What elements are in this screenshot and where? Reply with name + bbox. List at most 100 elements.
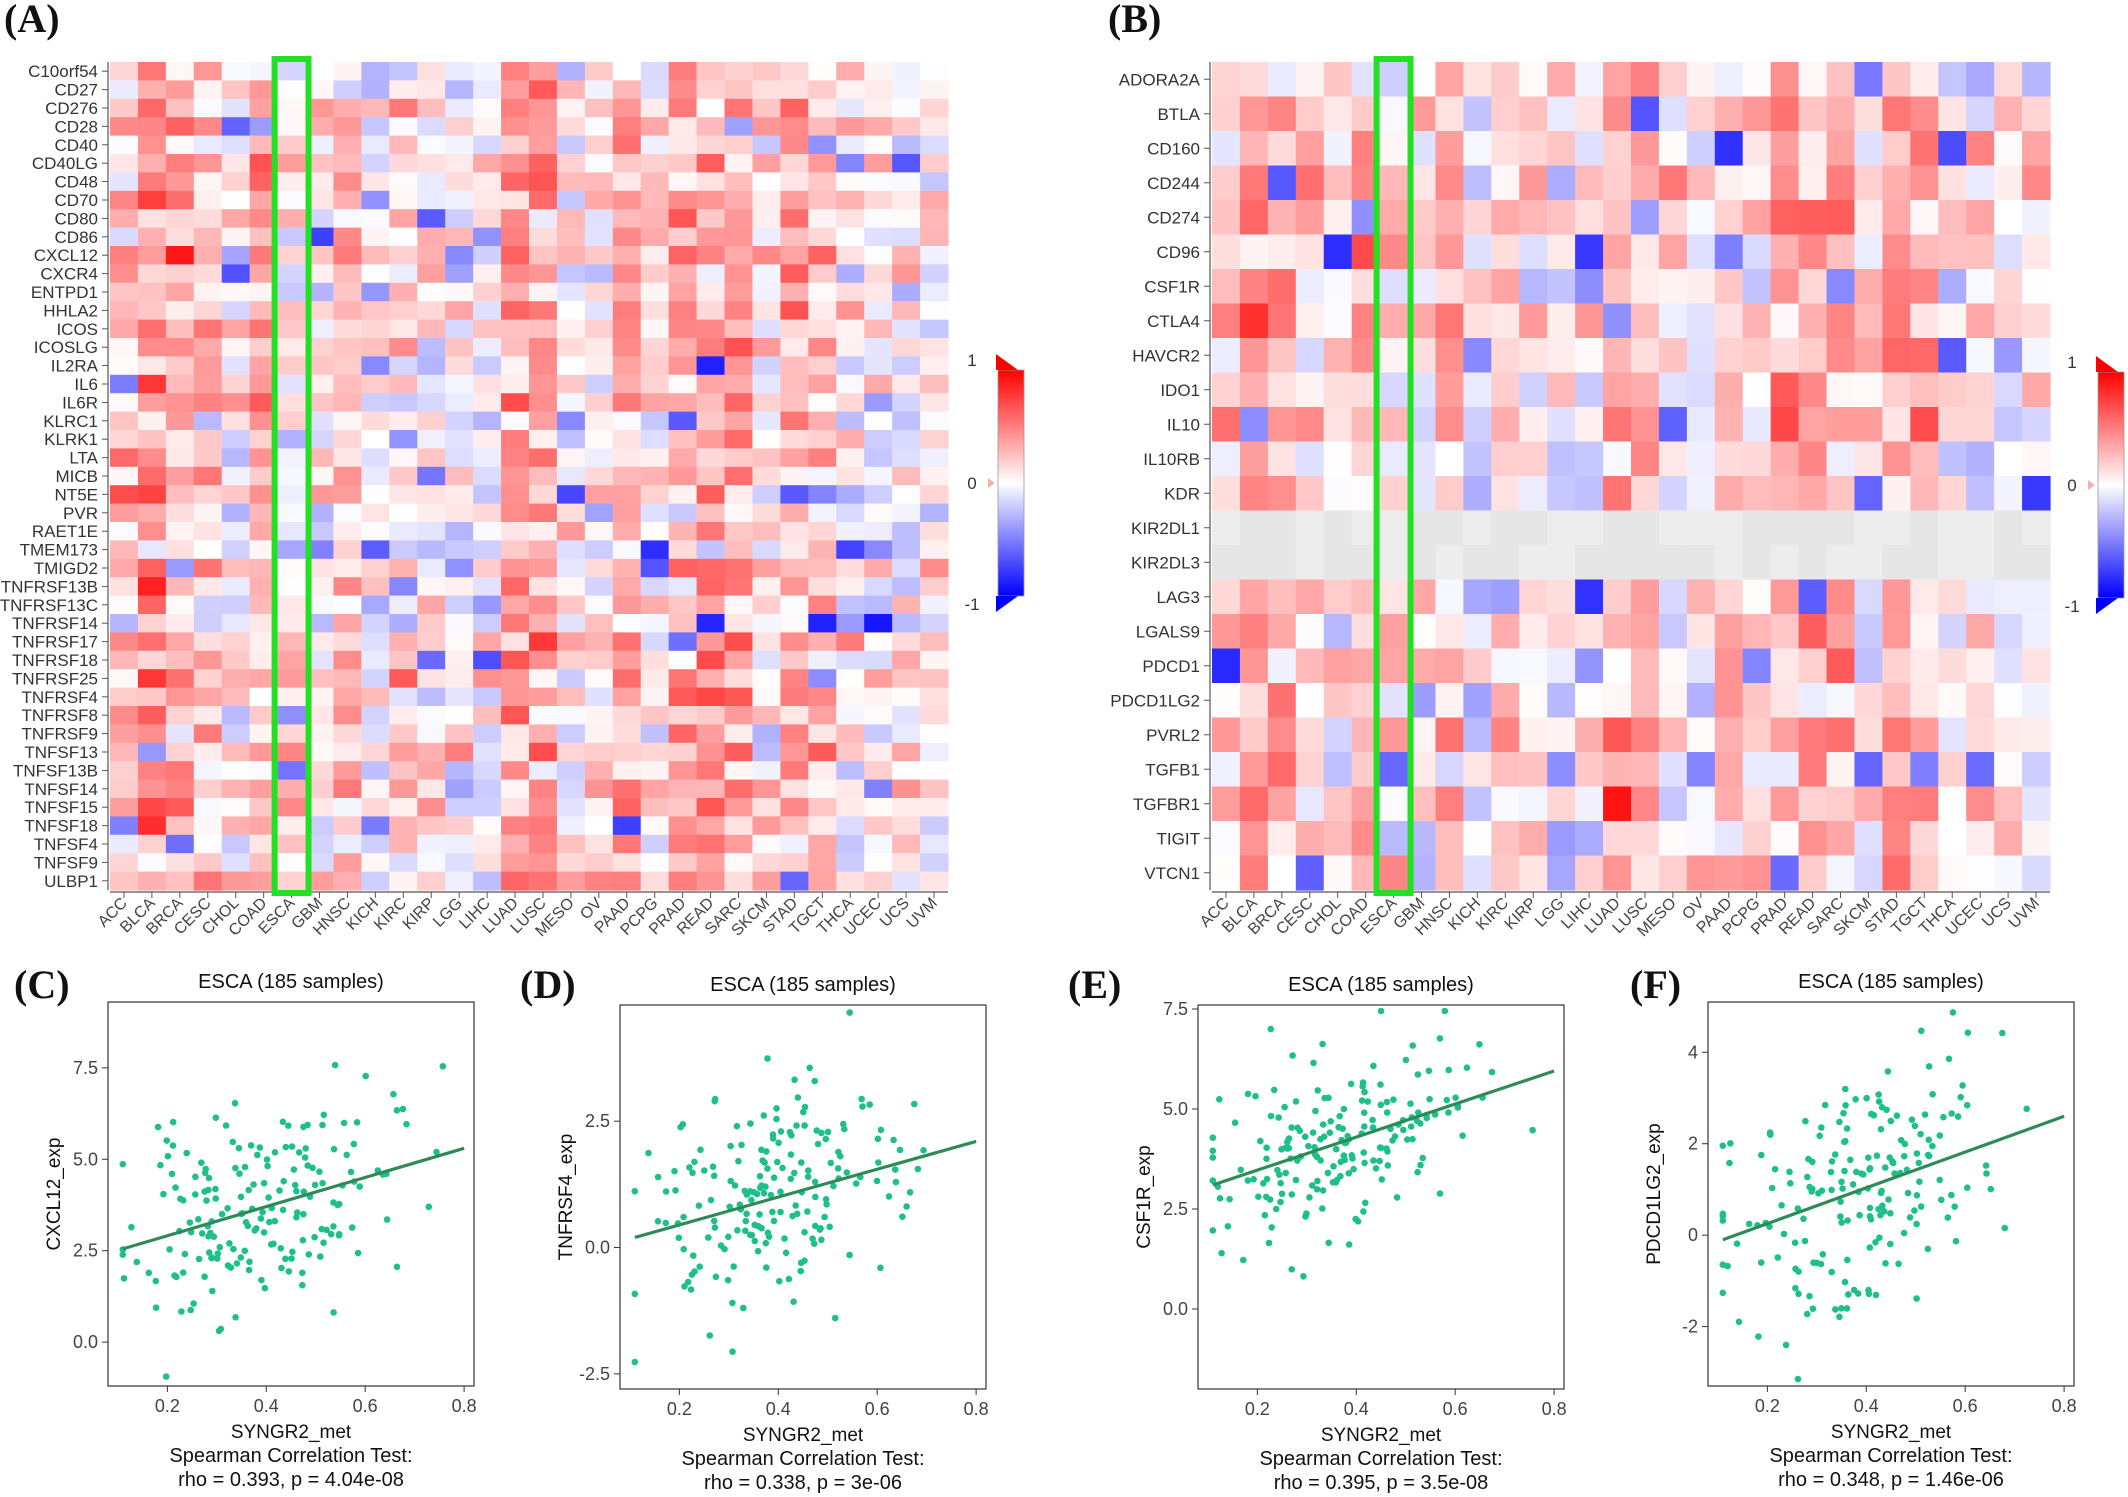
heatmap-cell xyxy=(221,282,251,302)
heatmap-cell xyxy=(836,411,865,431)
scatter-point xyxy=(1818,1187,1826,1194)
heatmap-cell xyxy=(696,172,726,192)
y-tick-label: -2 xyxy=(1682,1317,1698,1337)
y-tick-label: 4 xyxy=(1688,1042,1698,1062)
heatmap-cell xyxy=(724,503,754,523)
heatmap-cell xyxy=(836,209,865,229)
heatmap-cell xyxy=(836,135,865,155)
heatmap-cell xyxy=(1603,441,1632,477)
heatmap-cell xyxy=(1854,786,1883,822)
heatmap-cell xyxy=(836,614,865,633)
heatmap-cell xyxy=(361,779,390,799)
heatmap-cell xyxy=(612,338,642,357)
heatmap-cell xyxy=(110,871,139,891)
heatmap-cell xyxy=(1239,579,1269,615)
heatmap-cell xyxy=(445,798,474,817)
heatmap-cell xyxy=(1826,821,1856,857)
heatmap-cell xyxy=(892,98,921,118)
heatmap-cell xyxy=(640,798,670,817)
heatmap-cell xyxy=(864,669,893,689)
y-tick-label: LAG3 xyxy=(1157,588,1200,607)
x-tick-label: 0.2 xyxy=(667,1399,692,1419)
heatmap-cell xyxy=(724,62,754,81)
scatter-point xyxy=(1255,1193,1262,1200)
heatmap-cell xyxy=(1547,165,1576,201)
scatter-point xyxy=(801,1103,809,1111)
heatmap-cell xyxy=(389,190,418,210)
scatter-point xyxy=(265,1194,272,1201)
scatter-point xyxy=(1277,1179,1284,1187)
heatmap-cell xyxy=(668,540,698,560)
heatmap-cell xyxy=(1910,338,1939,374)
scatter-point xyxy=(710,1217,718,1225)
heatmap-cell xyxy=(612,853,642,873)
heatmap-cell xyxy=(110,816,139,836)
scatter-point xyxy=(1951,1203,1958,1210)
heatmap-cell xyxy=(193,669,223,689)
scatter-point xyxy=(1250,1176,1257,1183)
heatmap-cell xyxy=(1491,441,1520,477)
scatter-point xyxy=(1948,1110,1955,1117)
heatmap-cell xyxy=(2022,821,2051,857)
heatmap-cell xyxy=(333,356,362,376)
scatter-point xyxy=(216,1243,224,1251)
heatmap-cell xyxy=(584,577,614,597)
heatmap-cell xyxy=(1603,683,1632,719)
heatmap-cell xyxy=(417,227,446,247)
heatmap-cell xyxy=(305,871,335,891)
heatmap-cell xyxy=(556,650,586,670)
scatter-point xyxy=(1452,1094,1459,1101)
scatter-point xyxy=(226,1240,233,1247)
heatmap-cell xyxy=(1603,648,1632,684)
heatmap-cell xyxy=(417,209,446,229)
heatmap-cell xyxy=(640,98,670,118)
scatter-point xyxy=(390,1090,397,1098)
heatmap-cell xyxy=(110,669,139,689)
heatmap-cell xyxy=(752,264,781,284)
heatmap-cell xyxy=(1239,476,1269,512)
heatmap-cell xyxy=(1323,338,1353,374)
scatter-point xyxy=(1845,1291,1852,1298)
y-tick-label: HAVCR2 xyxy=(1132,346,1200,365)
heatmap-cell xyxy=(892,853,921,873)
scatter-points xyxy=(119,1061,447,1380)
heatmap-cell xyxy=(780,466,809,486)
heatmap-cell xyxy=(165,393,195,413)
heatmap-cell xyxy=(1631,683,1660,719)
y-tick-label: MICB xyxy=(56,467,99,486)
heatmap-cell xyxy=(1854,269,1883,305)
scatter-point xyxy=(697,1146,704,1154)
heatmap-cell xyxy=(668,154,698,173)
heatmap-cell xyxy=(1686,441,1716,477)
heatmap-cell xyxy=(1658,786,1688,822)
scatter-point xyxy=(1278,1146,1285,1153)
scatter-point xyxy=(1809,1158,1816,1166)
heatmap-cell xyxy=(724,190,754,210)
heatmap-cell xyxy=(333,135,362,155)
heatmap-cell xyxy=(1491,648,1520,684)
heatmap-cell xyxy=(1770,62,1800,98)
heatmap-cell xyxy=(137,264,167,284)
scatter-point xyxy=(1843,1305,1851,1312)
heatmap-cell xyxy=(1212,683,1241,719)
heatmap-cell xyxy=(249,485,279,505)
scatter-point xyxy=(393,1263,401,1271)
y-tick-label: TGFB1 xyxy=(1145,760,1200,779)
heatmap-cell xyxy=(333,577,362,597)
heatmap-cell xyxy=(1966,683,1995,719)
heatmap-cell xyxy=(752,80,781,100)
heatmap-cell xyxy=(193,209,223,229)
heatmap-cell xyxy=(361,669,390,689)
heatmap-cell xyxy=(1938,338,1967,374)
scatter-point xyxy=(1906,1214,1914,1221)
heatmap-cell xyxy=(668,356,698,376)
heatmap-cell xyxy=(137,724,167,744)
scatter-point xyxy=(340,1119,348,1127)
scatter-point xyxy=(770,1174,778,1181)
heatmap-cell xyxy=(668,669,698,689)
heatmap-cell xyxy=(137,577,167,597)
heatmap-cell xyxy=(1435,855,1464,891)
heatmap-cell xyxy=(1631,614,1660,650)
heatmap-cell xyxy=(752,558,781,578)
heatmap-cell xyxy=(1742,234,1772,270)
